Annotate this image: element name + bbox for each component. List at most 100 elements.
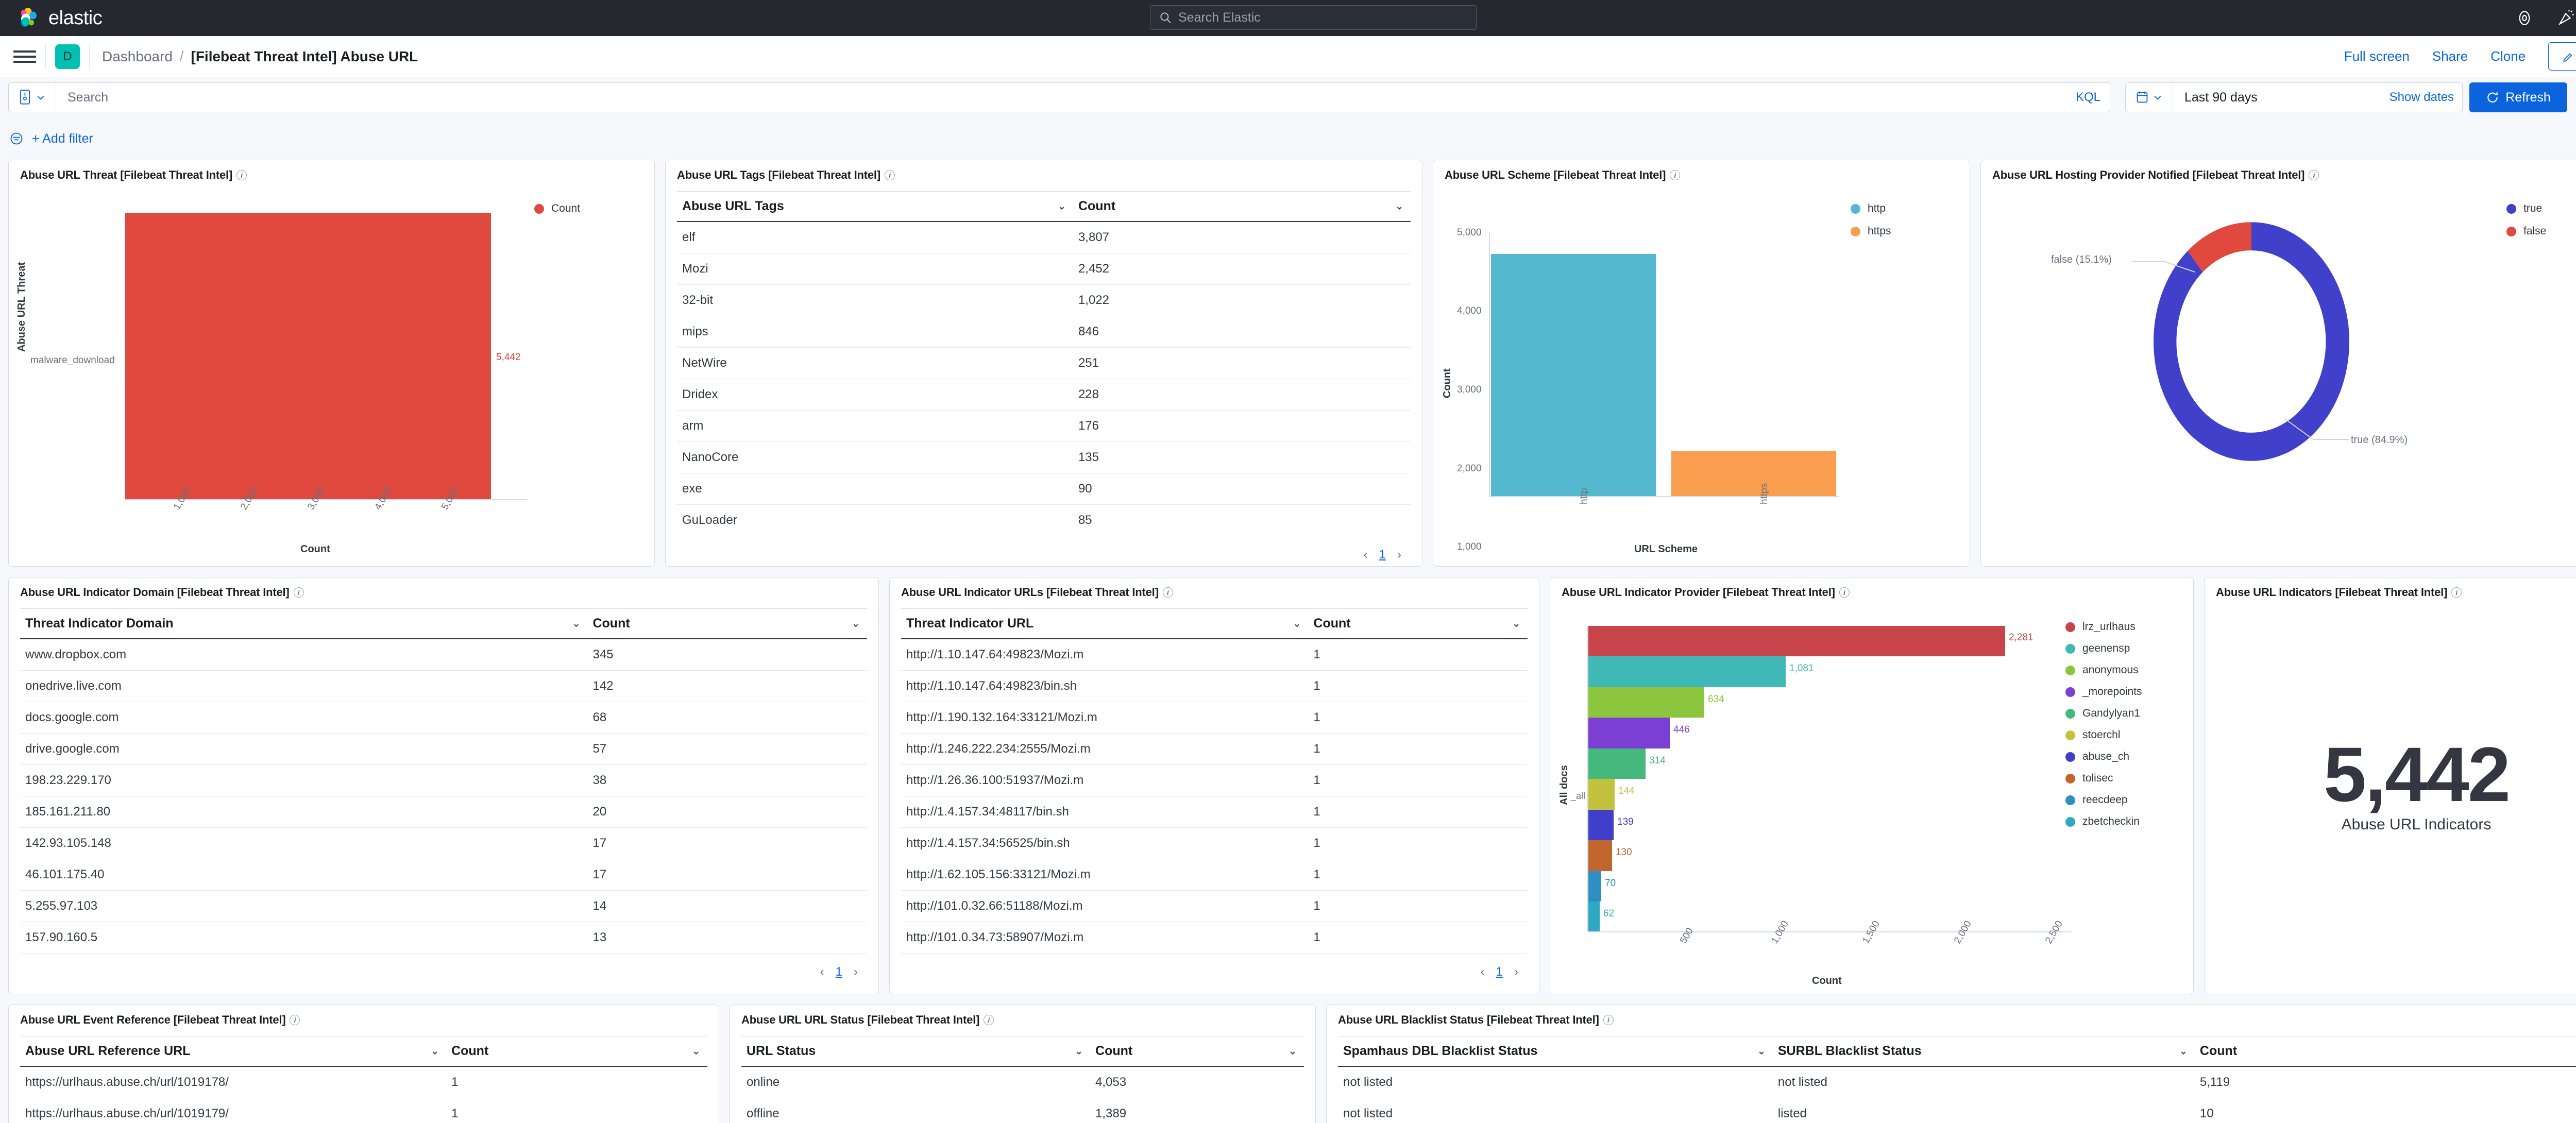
table-row[interactable]: docs.google.com 68 xyxy=(20,702,867,734)
date-picker[interactable]: Last 90 days Show dates xyxy=(2125,82,2463,112)
table-row[interactable]: 185.161.211.80 20 xyxy=(20,796,867,828)
table-row[interactable]: online 4,053 xyxy=(741,1066,1304,1098)
dataview-selector[interactable] xyxy=(9,83,56,112)
chevron-down-icon[interactable]: ⌄ xyxy=(1058,201,1066,212)
table-row[interactable]: Dridex 228 xyxy=(677,379,1411,411)
column-header-domain[interactable]: Threat Indicator Domain ⌄ xyxy=(20,608,588,639)
legend-item[interactable]: true xyxy=(2506,202,2546,215)
bar-reecdeep[interactable] xyxy=(1588,871,1601,901)
table-row[interactable]: http://1.62.105.156:33121/Mozi.m 1 xyxy=(901,859,1528,891)
table-row[interactable]: elf 3,807 xyxy=(677,222,1411,253)
query-language-button[interactable]: KQL xyxy=(2075,90,2100,104)
panel-hosting-provider-notified[interactable]: Abuse URL Hosting Provider Notified [Fil… xyxy=(1980,160,2576,567)
column-header-count[interactable]: Count⌄ xyxy=(587,608,867,639)
legend-item[interactable]: Gandylyan1 xyxy=(2065,707,2142,720)
legend-item[interactable]: tolisec xyxy=(2065,772,2142,785)
legend-item[interactable]: Count xyxy=(534,202,580,215)
bar-lrz_urlhaus[interactable] xyxy=(1588,626,2005,656)
panel-url-status[interactable]: Abuse URL URL Status [Filebeat Threat In… xyxy=(730,1005,1316,1123)
table-row[interactable]: http://1.10.147.64:49823/Mozi.m 1 xyxy=(901,639,1528,671)
chevron-down-icon[interactable]: ⌄ xyxy=(1075,1046,1083,1057)
bar-malware-download[interactable] xyxy=(125,213,491,499)
table-row[interactable]: GuLoader 85 xyxy=(677,504,1411,536)
panel-abuse-url-tags[interactable]: Abuse URL Tags [Filebeat Threat Intel] i… xyxy=(665,160,1422,567)
column-header-count[interactable]: Count⌄ xyxy=(1090,1036,1304,1067)
legend-item[interactable]: stoerchl xyxy=(2065,729,2142,741)
pagination-prev[interactable]: ‹ xyxy=(1363,548,1368,562)
table-row[interactable]: 5.255.97.103 14 xyxy=(20,890,867,922)
table-row[interactable]: NetWire 251 xyxy=(677,347,1411,379)
column-header-url-status[interactable]: URL Status ⌄ xyxy=(741,1036,1091,1067)
pagination-prev[interactable]: ‹ xyxy=(1480,965,1485,979)
table-row[interactable]: http://1.4.157.34:48117/bin.sh 1 xyxy=(901,796,1528,828)
panel-abuse-url-threat[interactable]: Abuse URL Threat [Filebeat Threat Intel]… xyxy=(8,160,655,567)
panel-abuse-url-indicators[interactable]: Abuse URL Indicators [Filebeat Threat In… xyxy=(2204,577,2576,994)
table-row[interactable]: 142.93.105.148 17 xyxy=(20,827,867,859)
table-row[interactable]: http://101.0.32.66:51188/Mozi.m 1 xyxy=(901,890,1528,922)
refresh-button[interactable]: Refresh xyxy=(2469,82,2567,112)
global-search-input[interactable]: Search Elastic xyxy=(1150,5,1477,30)
column-header-surbl[interactable]: SURBL Blacklist Status ⌄ xyxy=(1772,1036,2195,1067)
table-row[interactable]: www.dropbox.com 345 xyxy=(20,639,867,671)
table-row[interactable]: 198.23.229.170 38 xyxy=(20,764,867,796)
legend-item[interactable]: abuse_ch xyxy=(2065,751,2142,763)
info-icon[interactable]: i xyxy=(884,170,895,180)
search-input[interactable]: Search KQL xyxy=(8,82,2110,112)
elastic-brand[interactable]: elastic xyxy=(20,7,103,29)
column-header-count[interactable]: Count⌄ xyxy=(2194,1036,2576,1067)
table-row[interactable]: offline 1,389 xyxy=(741,1098,1304,1123)
table-row[interactable]: onedrive.live.com 142 xyxy=(20,670,867,702)
panel-indicator-provider[interactable]: Abuse URL Indicator Provider [Filebeat T… xyxy=(1550,577,2194,994)
table-row[interactable]: NanoCore 135 xyxy=(677,441,1411,473)
legend-item[interactable]: _morepoints xyxy=(2065,686,2142,698)
legend-item[interactable]: lrz_urlhaus xyxy=(2065,621,2142,633)
legend-item[interactable]: anonymous xyxy=(2065,664,2142,676)
table-row[interactable]: mips 846 xyxy=(677,316,1411,348)
chevron-down-icon[interactable]: ⌄ xyxy=(852,618,860,629)
filter-icon[interactable] xyxy=(9,131,24,146)
panel-blacklist-status[interactable]: Abuse URL Blacklist Status [Filebeat Thr… xyxy=(1326,1005,2576,1123)
donut-slice-true[interactable] xyxy=(2154,222,2350,461)
table-row[interactable]: 46.101.175.40 17 xyxy=(20,859,867,891)
legend-item[interactable]: https xyxy=(1851,225,1891,237)
column-header-count[interactable]: Count⌄ xyxy=(1308,608,1528,639)
table-row[interactable]: not listed listed 10 xyxy=(1338,1098,2576,1123)
chevron-down-icon[interactable]: ⌄ xyxy=(1512,618,1520,629)
pagination-next[interactable]: › xyxy=(1397,548,1401,562)
legend-item[interactable]: reecdeep xyxy=(2065,794,2142,806)
bar-tolisec[interactable] xyxy=(1588,840,1612,871)
chevron-down-icon[interactable]: ⌄ xyxy=(1289,1046,1297,1057)
table-row[interactable]: http://1.246.222.234:2555/Mozi.m 1 xyxy=(901,733,1528,765)
pagination-page-1[interactable]: 1 xyxy=(1496,965,1503,979)
column-header-spamhaus[interactable]: Spamhaus DBL Blacklist Status ⌄ xyxy=(1338,1036,1773,1067)
info-icon[interactable]: i xyxy=(2309,170,2319,180)
panel-indicator-domain[interactable]: Abuse URL Indicator Domain [Filebeat Thr… xyxy=(8,577,879,994)
panel-indicator-urls[interactable]: Abuse URL Indicator URLs [Filebeat Threa… xyxy=(889,577,1539,994)
info-icon[interactable]: i xyxy=(1839,587,1850,598)
column-header-count[interactable]: Count⌄ xyxy=(1073,191,1411,222)
table-row[interactable]: https://urlhaus.abuse.ch/url/1019178/1 xyxy=(20,1066,707,1098)
bar-zbetcheckin[interactable] xyxy=(1588,901,1600,931)
table-row[interactable]: exe 90 xyxy=(677,473,1411,505)
chevron-down-icon[interactable]: ⌄ xyxy=(431,1046,439,1057)
panel-abuse-url-scheme[interactable]: Abuse URL Scheme [Filebeat Threat Intel]… xyxy=(1433,160,1970,567)
legend-item[interactable]: geenensp xyxy=(2065,642,2142,655)
donut-slice-false[interactable] xyxy=(2188,222,2251,273)
legend-item[interactable]: zbetcheckin xyxy=(2065,815,2142,828)
bar-Gandylyan1[interactable] xyxy=(1588,748,1646,779)
breadcrumb-dashboard[interactable]: Dashboard xyxy=(102,48,173,64)
edit-button[interactable]: Edit xyxy=(2548,42,2576,71)
bar-abuse_ch[interactable] xyxy=(1588,810,1614,840)
bar-http[interactable] xyxy=(1491,254,1656,496)
pagination-prev[interactable]: ‹ xyxy=(820,965,824,979)
chevron-down-icon[interactable]: ⌄ xyxy=(1757,1046,1766,1057)
info-icon[interactable]: i xyxy=(290,1015,300,1025)
column-header-reference-url[interactable]: Abuse URL Reference URL ⌄ xyxy=(20,1036,447,1067)
table-row[interactable]: http://1.10.147.64:49823/bin.sh 1 xyxy=(901,670,1528,702)
bar-stoerchl[interactable] xyxy=(1588,779,1615,810)
column-header-url[interactable]: Threat Indicator URL ⌄ xyxy=(901,608,1309,639)
table-row[interactable]: 157.90.160.5 13 xyxy=(20,922,867,954)
pagination-next[interactable]: › xyxy=(854,965,858,979)
info-icon[interactable]: i xyxy=(293,587,304,598)
chevron-down-icon[interactable]: ⌄ xyxy=(1395,201,1403,212)
